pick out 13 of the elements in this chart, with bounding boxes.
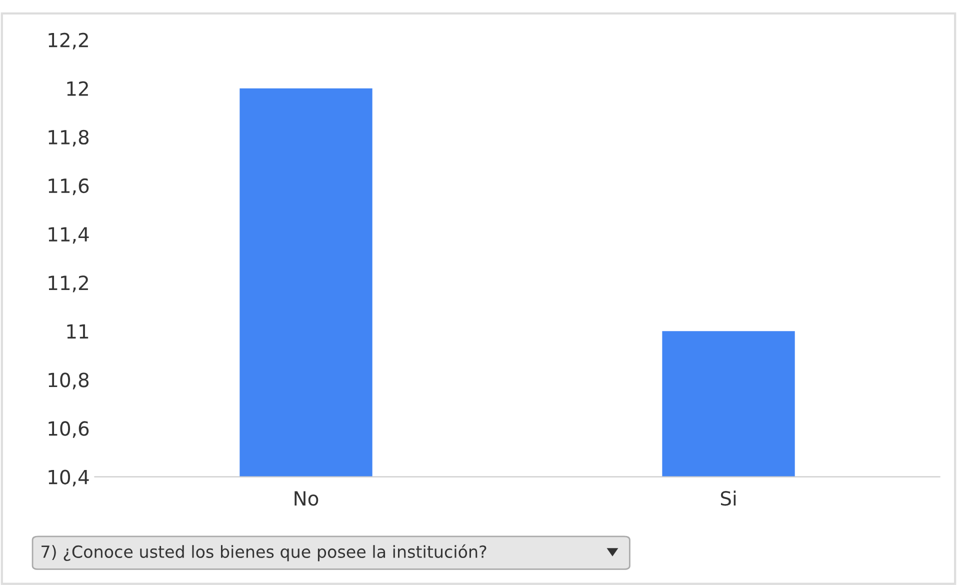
x-tick-label: No — [294, 491, 318, 506]
y-tick-label: 12,2 — [48, 32, 88, 50]
y-tick-label: 11 — [67, 324, 88, 338]
y-tick-label: 12 — [67, 81, 88, 96]
y-tick-label: 11,4 — [48, 227, 89, 244]
y-tick-label: 11,2 — [48, 276, 88, 292]
y-tick-label: 10,6 — [48, 421, 89, 438]
y-tick-label: 10,8 — [48, 372, 89, 390]
y-tick-label: 11,6 — [48, 178, 89, 196]
x-tick-label: Si — [720, 490, 736, 506]
y-tick-label: 11,8 — [48, 130, 89, 147]
text: 7) ¿Conoce usted los bienes que posee la institución? — [42, 544, 486, 562]
y-tick-label: 10,4 — [48, 470, 89, 486]
